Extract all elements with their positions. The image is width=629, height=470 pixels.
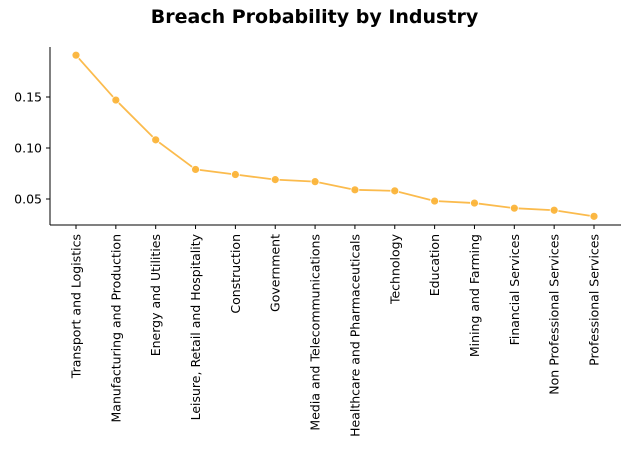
x-tick-label: Non Professional Services [547,234,562,395]
x-tick-label: Manufacturing and Production [108,234,123,422]
data-point [71,50,81,60]
x-tick-label: Government [268,234,283,312]
x-tick-label: Education [427,234,442,296]
data-point [589,211,599,221]
y-tick-label: 0.15 [14,90,42,105]
x-tick-label: Energy and Utilities [148,234,163,356]
data-point [310,177,320,187]
data-point [509,203,519,213]
x-tick-label: Mining and Farming [467,234,482,357]
x-tick-label: Transport and Logistics [69,234,84,379]
x-tick-label: Media and Telecommunications [308,234,323,431]
x-tick-label: Technology [387,233,402,305]
data-point [111,95,121,105]
y-tick-label: 0.10 [14,141,42,156]
chart-title: Breach Probability by Industry [150,6,479,28]
data-point [151,135,161,145]
x-tick-label: Financial Services [507,234,522,345]
data-point [390,186,400,196]
data-point [470,198,479,208]
x-tick-label: Healthcare and Pharmaceuticals [347,234,362,437]
data-point [350,185,360,195]
data-point [191,165,200,174]
data-point [549,205,559,215]
data-line [75,54,595,218]
x-tick-label: Professional Services [587,234,602,366]
data-point [230,170,240,179]
x-tick-label: Leisure, Retail and Hospitality [188,233,203,420]
y-tick-label: 0.05 [14,192,42,207]
x-tick-label: Construction [228,234,243,314]
data-point [430,196,440,206]
data-point [270,175,280,185]
